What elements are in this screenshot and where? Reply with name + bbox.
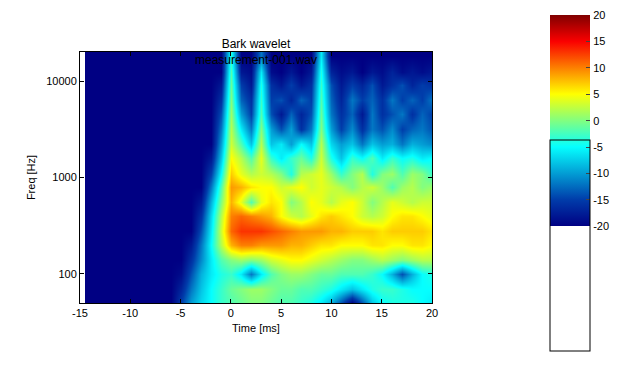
svg-text:5: 5 [278,307,284,319]
svg-text:0: 0 [228,307,234,319]
svg-text:15: 15 [593,35,605,47]
svg-text:10: 10 [325,307,337,319]
svg-text:-5: -5 [176,307,186,319]
svg-text:100: 100 [58,268,76,280]
svg-text:10000: 10000 [46,75,77,87]
svg-text:-20: -20 [593,220,609,232]
svg-text:1000: 1000 [52,171,76,183]
svg-text:Bark waveletmeasurement-001.wa: Bark waveletmeasurement-001.wav [195,37,317,67]
svg-text:20: 20 [593,9,605,21]
svg-text:10: 10 [593,62,605,74]
svg-text:-10: -10 [593,167,609,179]
svg-text:-15: -15 [72,307,88,319]
svg-text:20: 20 [426,307,438,319]
svg-text:-5: -5 [593,141,603,153]
svg-text:-10: -10 [122,307,138,319]
svg-text:15: 15 [376,307,388,319]
svg-text:5: 5 [593,88,599,100]
svg-text:Time [ms]: Time [ms] [232,322,280,334]
svg-text:Freq [Hz]: Freq [Hz] [25,155,37,200]
svg-text:0: 0 [593,115,599,127]
svg-text:-15: -15 [593,194,609,206]
